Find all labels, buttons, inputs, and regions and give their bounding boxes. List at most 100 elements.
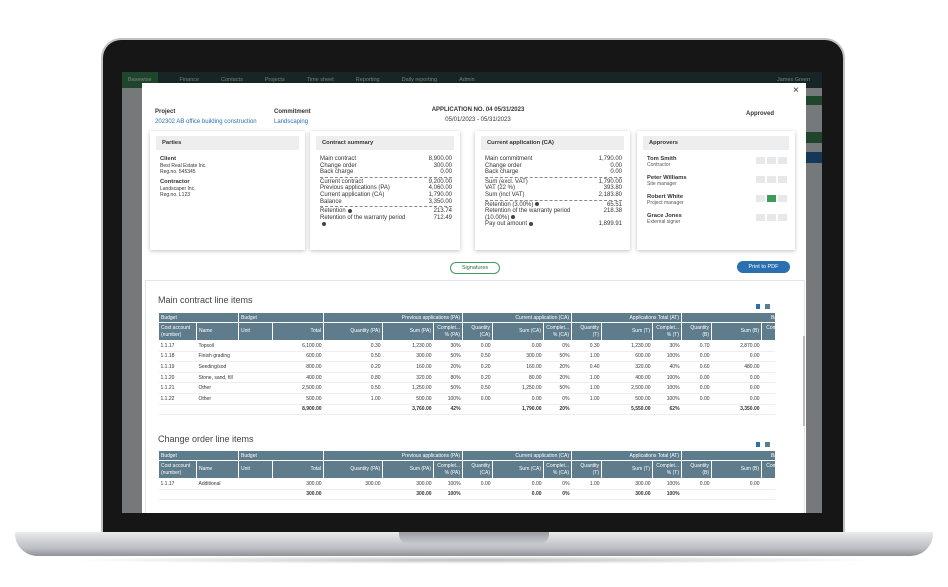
- table-cell: [681, 488, 712, 501]
- table-cell: 0.00: [711, 382, 762, 394]
- table-tools[interactable]: [756, 304, 770, 309]
- table-cell: [323, 488, 383, 501]
- summary-row: VAT (22 %) 393.80: [475, 185, 630, 192]
- row-value: 1,899.91: [598, 221, 622, 228]
- table-cell: [761, 382, 775, 394]
- table-cell: 0.50: [462, 351, 493, 363]
- group-header: Budget: [158, 312, 240, 323]
- row-label: Retention of the warranty period (10.00%…: [485, 208, 571, 221]
- action-icon[interactable]: [767, 214, 776, 221]
- row-label: Retention (3.00%): [485, 202, 540, 209]
- summary-row: Sum (excl. VAT) 1,790.00: [475, 179, 630, 186]
- column-header: Sum (B): [711, 322, 763, 341]
- table-cell: 1.1.21: [158, 382, 197, 394]
- action-icon[interactable]: [767, 157, 776, 164]
- action-icon[interactable]: [767, 195, 776, 202]
- table-cell: 300.00: [272, 488, 324, 501]
- table-cell: 320.00: [601, 361, 653, 373]
- commitment-link[interactable]: Landscaping: [274, 119, 309, 125]
- table-cell: 50%: [543, 382, 572, 394]
- table-cell: 0.50: [323, 351, 383, 363]
- table-cell: 0.00: [462, 478, 493, 490]
- table-cell: 20%: [433, 361, 463, 373]
- party-line: Reg.no. 545345: [160, 169, 196, 175]
- separator: [320, 176, 452, 178]
- approver-actions: [756, 214, 787, 221]
- column-header: Sum (PA): [382, 460, 435, 479]
- table-cell: 50%: [433, 351, 463, 363]
- table-cell: 2,500.00: [272, 382, 324, 394]
- laptop-shadow: [60, 556, 888, 564]
- table-cell: Additional: [196, 478, 239, 490]
- table-cell: 6,100.00: [272, 340, 324, 352]
- table-cell: 0%: [543, 393, 572, 405]
- scrollbar: [803, 336, 805, 426]
- table-cell: 0.00: [681, 372, 712, 384]
- action-icon[interactable]: [778, 195, 787, 202]
- table-cell: 5,550.00: [601, 403, 653, 416]
- action-icon[interactable]: [756, 214, 765, 221]
- card-title: Approvers: [643, 136, 789, 150]
- project-link[interactable]: 202302 AB office building construction: [155, 119, 257, 125]
- summary-row: Retention 213.74: [310, 208, 460, 215]
- table-cell: 0.50: [323, 382, 383, 394]
- table-row: 1.1.22 Other 500.00 1.00 500.00 100% 0.00 0.00 0…: [158, 393, 775, 405]
- info-icon: [322, 221, 326, 226]
- row-value: 393.80: [603, 185, 622, 192]
- table-cell: 0.00: [462, 393, 493, 405]
- table-cell: 0.80: [323, 372, 383, 384]
- table-cell: 500.00: [272, 393, 324, 405]
- print-button[interactable]: Print to PDF: [737, 261, 790, 273]
- summary-row: Sum (incl VAT) 2,183.80: [475, 192, 630, 199]
- approver-role: Project manager: [647, 200, 684, 206]
- table-cell: 0.00: [681, 351, 712, 363]
- signatures-button[interactable]: Signatures: [450, 262, 500, 274]
- table-cell: 100%: [433, 393, 463, 405]
- table-cell: 0.00: [681, 393, 712, 405]
- table-cell: 0.20: [462, 361, 493, 373]
- column-header: Quantity (CA): [462, 322, 494, 341]
- row-value: 218.38: [603, 208, 622, 215]
- summary-row: Current contract 9,200.00: [310, 179, 460, 186]
- action-icon[interactable]: [756, 157, 765, 164]
- column-header: Unit: [238, 460, 274, 479]
- row-label: Current contract: [320, 178, 364, 185]
- action-icon[interactable]: [756, 195, 765, 202]
- laptop-notch: [399, 532, 549, 544]
- column-header: Name: [195, 322, 240, 341]
- table-cell: [761, 393, 775, 405]
- table-cell: 500.00: [382, 393, 434, 405]
- table-cell: 30%: [433, 340, 463, 352]
- action-icon[interactable]: [756, 176, 765, 183]
- column-header-row: Cost account (number) Name Unit Total Quanti…: [158, 322, 775, 341]
- action-icon[interactable]: [778, 157, 787, 164]
- table-cell: [158, 403, 197, 416]
- row-value: 8,900.00: [428, 156, 452, 162]
- table-cell: [571, 488, 602, 501]
- table-cell: 1,250.00: [492, 382, 544, 394]
- table-cell: 1,230.00: [601, 340, 653, 352]
- contract-summary-card: Contract summary Main contract 8,900.00 Ch…: [310, 131, 460, 250]
- approver-role: Site manager: [647, 181, 677, 187]
- table-cell: [761, 403, 775, 416]
- row-value: 65.51: [606, 201, 622, 208]
- table-cell: 0.00: [492, 488, 544, 501]
- row-label: Current application (CA): [320, 191, 385, 198]
- modal: × Project 202302 AB office building cons…: [142, 83, 806, 513]
- table-cell: Finish grading: [196, 351, 239, 363]
- approver-role: External signer: [647, 219, 681, 225]
- table-cell: 0.00: [711, 351, 762, 363]
- group-header: Budget: [238, 312, 325, 323]
- group-header: Balance: [681, 312, 775, 323]
- action-icon[interactable]: [778, 214, 787, 221]
- column-header: Complet... % (T): [652, 322, 683, 341]
- close-button[interactable]: ×: [793, 85, 799, 96]
- table-cell: 0.50: [462, 382, 493, 394]
- action-icon[interactable]: [767, 176, 776, 183]
- table-cell: 20%: [543, 403, 572, 416]
- column-header: Complet... % (PA): [433, 322, 464, 341]
- action-icon[interactable]: [778, 176, 787, 183]
- table-tools[interactable]: [756, 442, 770, 447]
- table-cell: 0.00: [711, 478, 762, 490]
- table-cell: [238, 488, 273, 501]
